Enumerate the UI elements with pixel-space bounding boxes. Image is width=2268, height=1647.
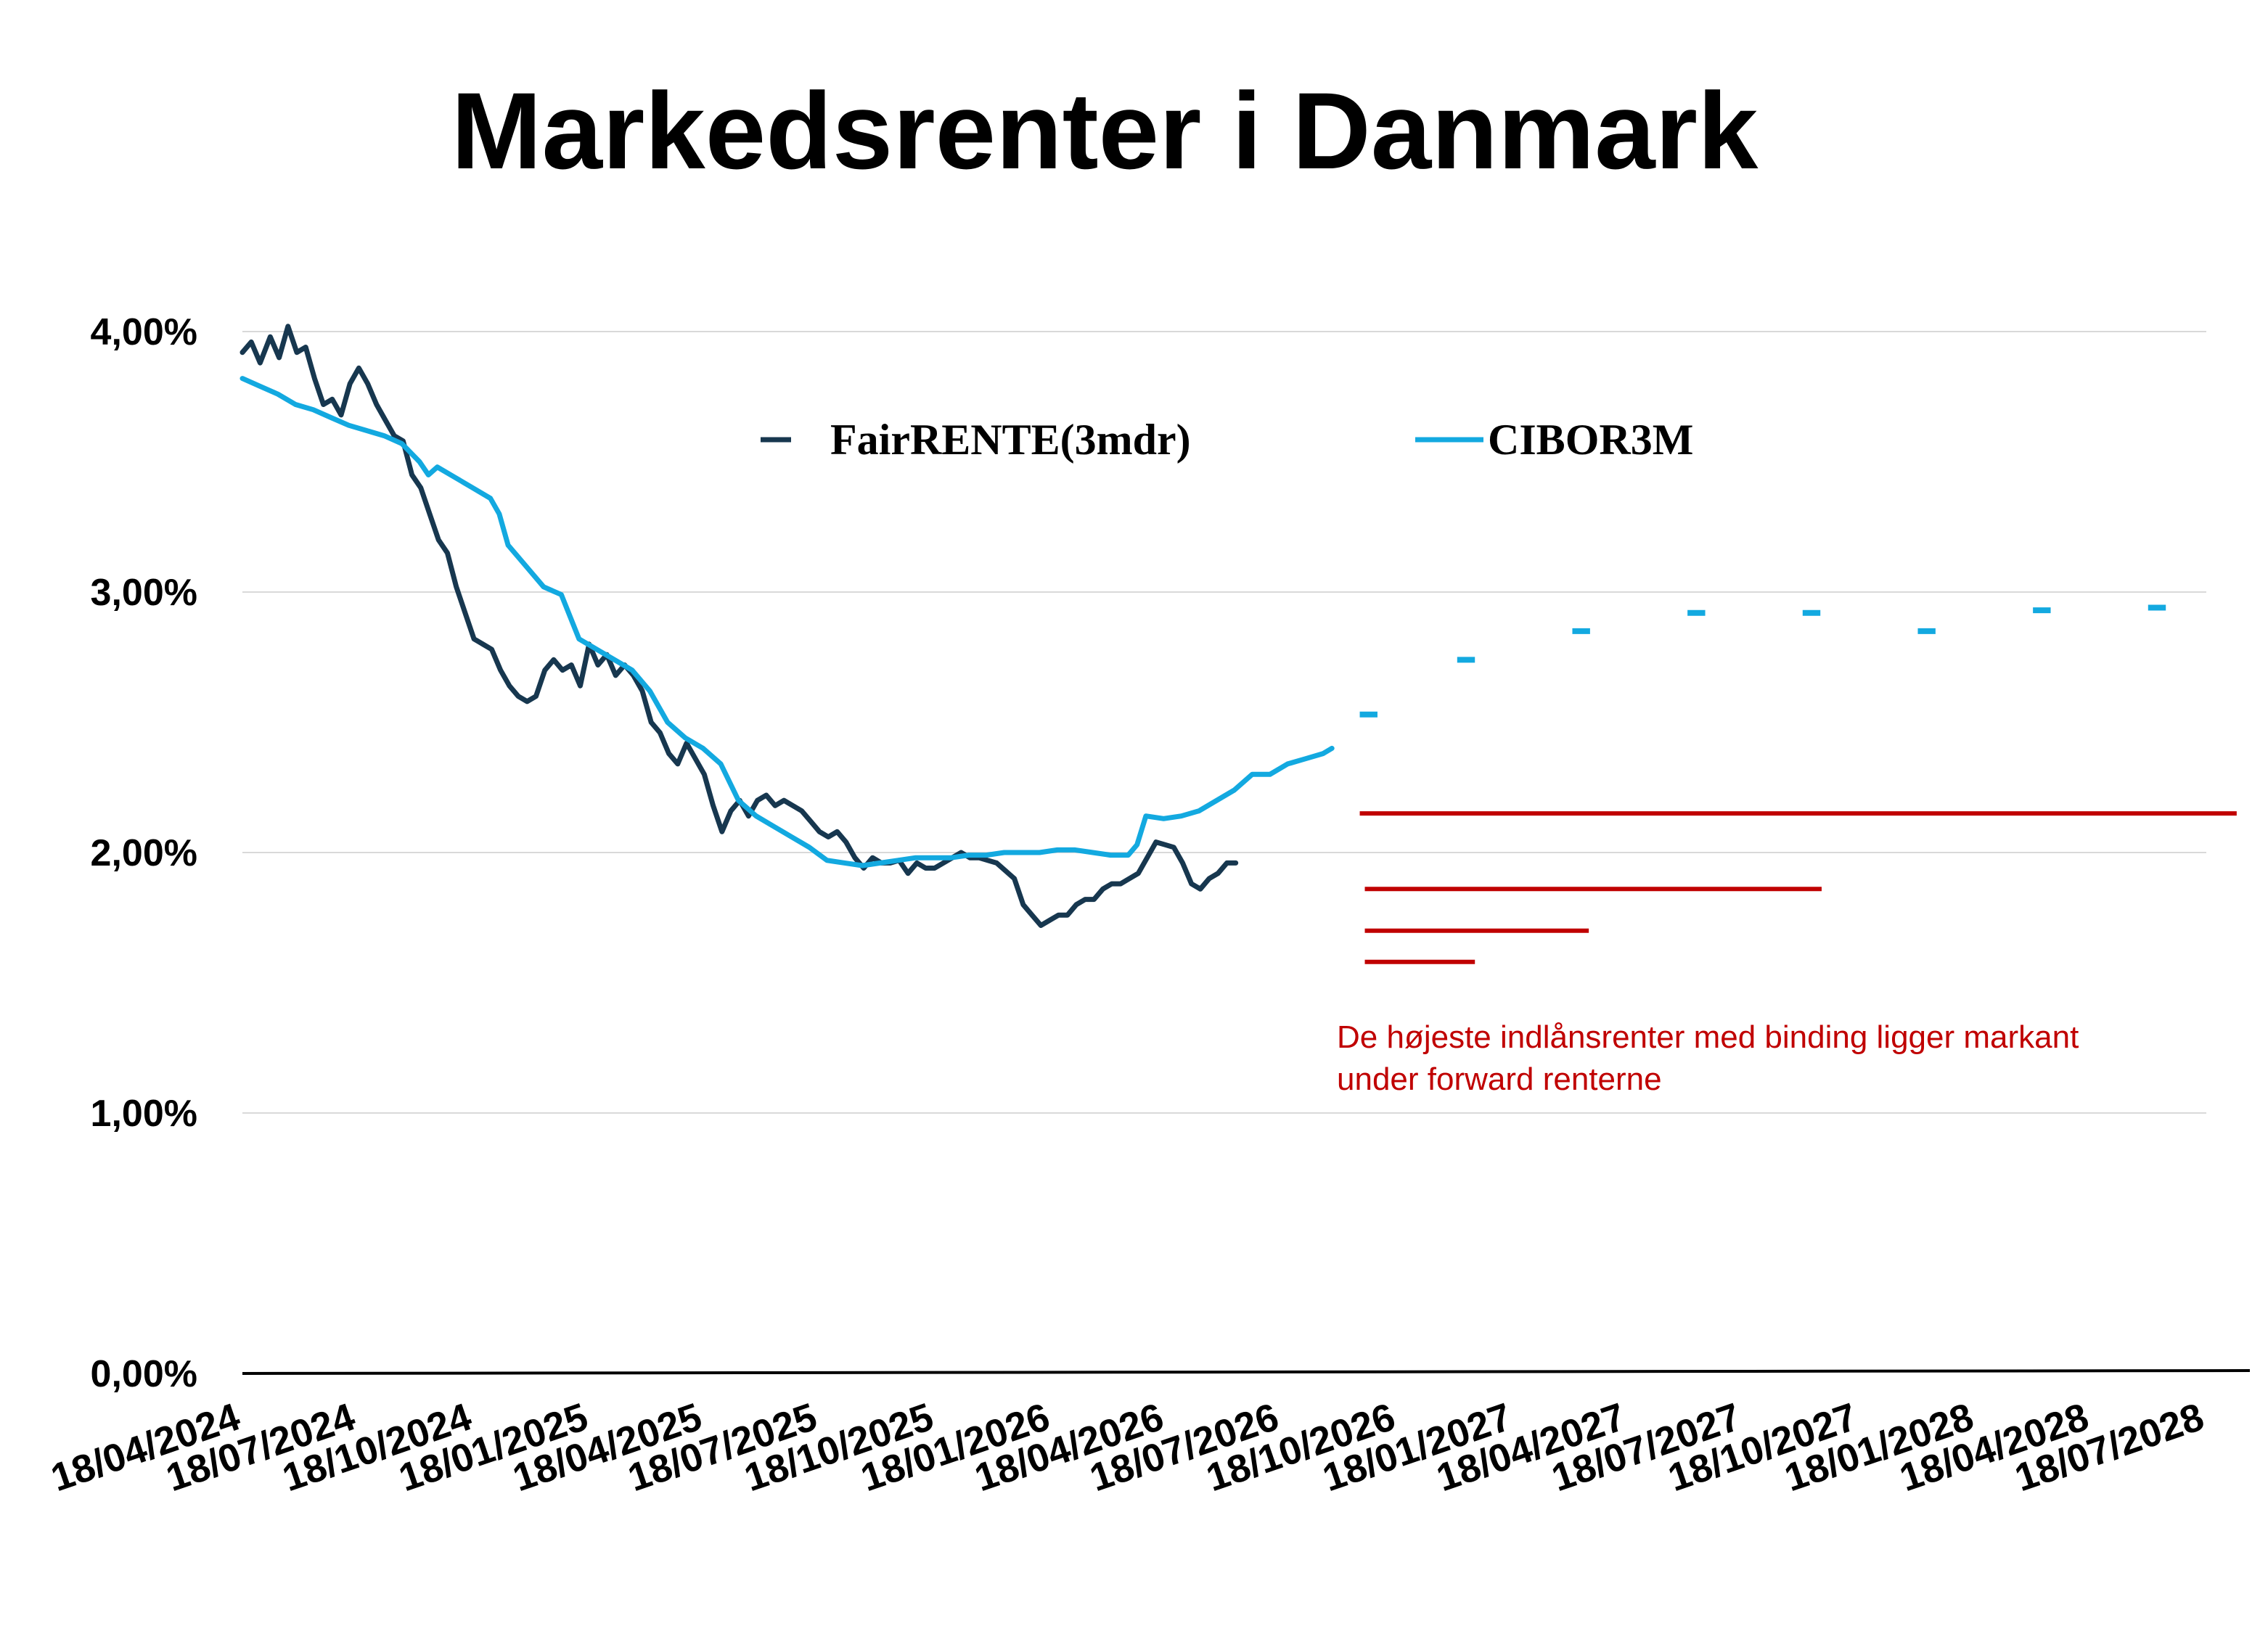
- legend-label-fairrente: FairRENTE(3mdr): [830, 416, 1191, 464]
- annotation-line-2: under forward renterne: [1337, 1061, 1662, 1097]
- series-lines: [240, 324, 1335, 928]
- y-tick-label: 0,00%: [91, 1353, 197, 1395]
- annotation-line-1: De højeste indlånsrenter med binding lig…: [1337, 1019, 2079, 1055]
- deposit-rate-lines: [1359, 811, 2237, 964]
- annotation: De højeste indlånsrenter med binding lig…: [1337, 1019, 2079, 1097]
- x-axis-ticks: 18/04/202418/07/202418/10/202418/01/2025…: [46, 1395, 2209, 1500]
- y-tick-label: 1,00%: [91, 1093, 197, 1135]
- legend-label-cibor: CIBOR3M: [1488, 416, 1693, 464]
- legend: FairRENTE(3mdr) CIBOR3M: [761, 416, 1693, 464]
- x-axis-line: [242, 1369, 2251, 1375]
- gridlines: [242, 331, 2206, 1114]
- y-tick-label: 4,00%: [91, 311, 197, 353]
- chart-title: Markedsrenter i Danmark: [451, 70, 1759, 192]
- y-tick-label: 2,00%: [91, 832, 197, 874]
- y-tick-label: 3,00%: [91, 572, 197, 614]
- series-line-cibor: [240, 376, 1335, 868]
- y-axis-ticks: 0,00% 1,00% 2,00% 3,00% 4,00%: [91, 311, 197, 1395]
- cibor-forward-segments: [1359, 604, 2166, 718]
